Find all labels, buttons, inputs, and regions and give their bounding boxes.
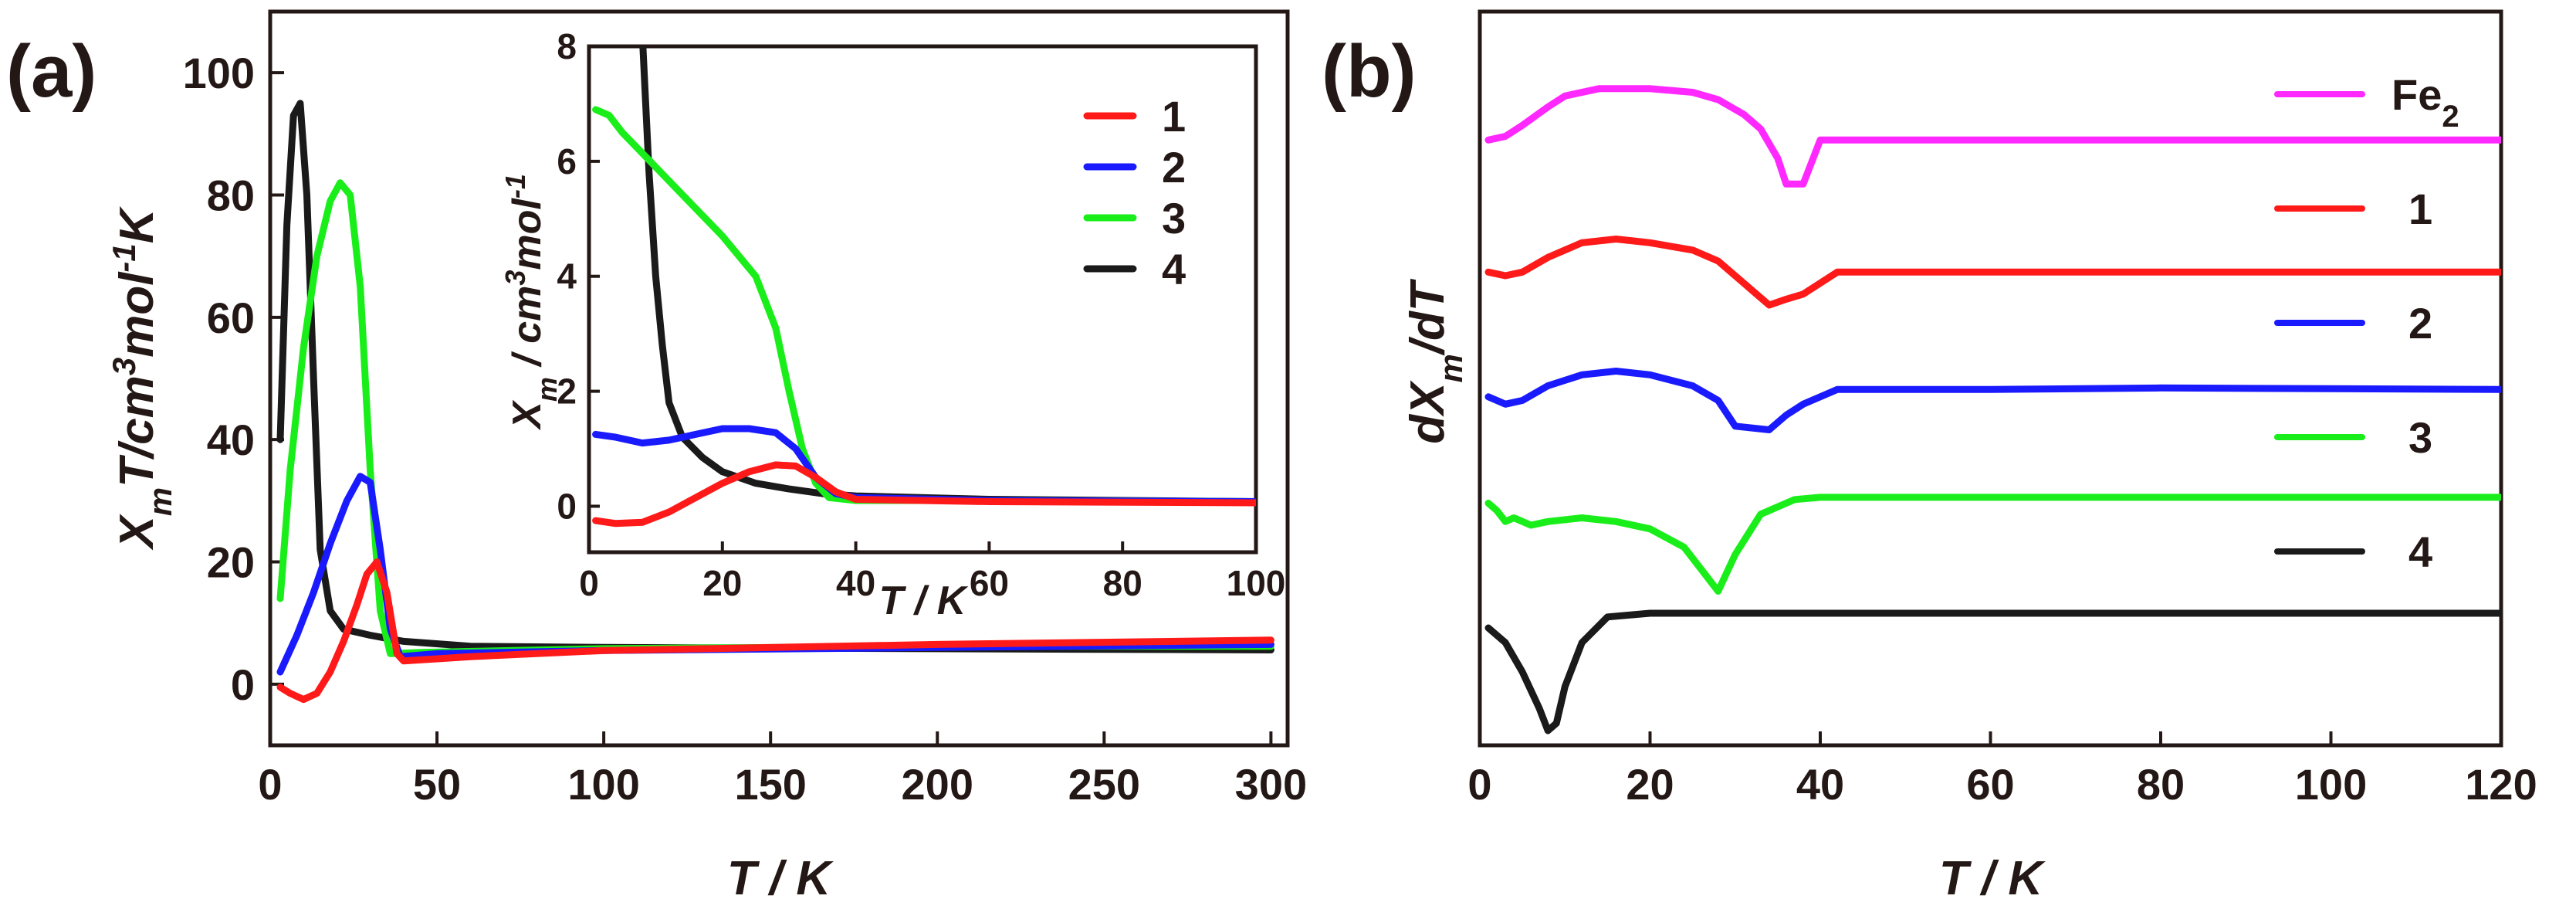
y-tick-label: 80 bbox=[207, 171, 255, 220]
y-tick-label: 60 bbox=[207, 293, 255, 342]
series-line-1 bbox=[1484, 236, 2501, 309]
y-axis-label-a: XmT/cm3mol-1K bbox=[106, 205, 178, 550]
x-tick-label: 20 bbox=[1626, 760, 1674, 809]
chart-a-inset: 0 20 40 60 80 100 0 2 4 6 8 T / K Xm / cm3mol-1 1… bbox=[499, 26, 1286, 623]
x-tick-label: 0 bbox=[258, 760, 282, 809]
plot-frame-a bbox=[268, 9, 1290, 748]
x-tick-label: 80 bbox=[1103, 563, 1142, 603]
legend-label-3: 3 bbox=[2408, 413, 2432, 462]
series-group-b bbox=[1484, 85, 2501, 734]
x-tick-label: 150 bbox=[734, 760, 806, 809]
series-line-3 bbox=[1484, 494, 2501, 595]
x-tick-label: 200 bbox=[902, 760, 973, 809]
y-tick-label: 40 bbox=[207, 416, 255, 464]
x-axis-b: 0 20 40 60 80 100 120 bbox=[1467, 731, 2537, 809]
legend-label-2: 2 bbox=[1162, 143, 1186, 192]
x-tick-label: 80 bbox=[2137, 760, 2185, 809]
x-tick-label: 50 bbox=[413, 760, 461, 809]
panel-label-a: (a) bbox=[6, 30, 96, 113]
series-group-a-inset bbox=[592, 46, 1256, 528]
series-line-2 bbox=[1484, 368, 2501, 433]
y-tick-label: 6 bbox=[557, 141, 577, 182]
x-axis-label-a-inset: T / K bbox=[879, 578, 969, 623]
x-axis-label-a: T / K bbox=[727, 852, 834, 905]
y-tick-label: 100 bbox=[183, 49, 255, 97]
y-axis-a: 0 20 40 60 80 100 bbox=[183, 49, 284, 709]
legend-label-2: 2 bbox=[2408, 299, 2432, 348]
series-group-a bbox=[276, 100, 1274, 704]
x-axis-a-inset: 0 20 40 60 80 100 bbox=[579, 541, 1285, 603]
x-tick-label: 60 bbox=[1966, 760, 2014, 809]
legend-label-Fe2: Fe2 bbox=[2392, 70, 2459, 134]
y-tick-label: 8 bbox=[557, 26, 577, 66]
x-tick-label: 40 bbox=[1796, 760, 1844, 809]
x-tick-label: 20 bbox=[702, 563, 742, 603]
x-tick-label: 40 bbox=[836, 563, 875, 603]
x-tick-label: 300 bbox=[1235, 760, 1307, 809]
x-tick-label: 120 bbox=[2465, 760, 2537, 809]
panel-label-b: (b) bbox=[1322, 30, 1417, 113]
y-tick-label: 4 bbox=[557, 256, 577, 297]
plot-frame-a-inset bbox=[587, 44, 1258, 555]
x-tick-label: 100 bbox=[1227, 563, 1286, 603]
y-tick-label: 0 bbox=[557, 486, 577, 526]
y-axis-label-b: dXm/dT bbox=[1401, 278, 1469, 444]
y-tick-label: 20 bbox=[207, 538, 255, 587]
series-line-Fe2 bbox=[1484, 85, 2501, 188]
plot-frame-b bbox=[1478, 9, 2503, 748]
series-line-1 bbox=[276, 558, 1274, 704]
series-line-4 bbox=[1484, 609, 2501, 734]
legend-label-1: 1 bbox=[1162, 92, 1186, 141]
x-axis-label-b: T / K bbox=[1939, 852, 2046, 905]
y-axis-label-a-inset: Xm / cm3mol-1 bbox=[499, 174, 563, 431]
x-tick-label: 100 bbox=[2295, 760, 2367, 809]
y-tick-label: 0 bbox=[231, 660, 255, 709]
legend-label-1: 1 bbox=[2408, 185, 2432, 233]
x-tick-label: 60 bbox=[970, 563, 1009, 603]
x-tick-label: 250 bbox=[1068, 760, 1140, 809]
x-tick-label: 0 bbox=[579, 563, 599, 603]
y-axis-a-inset: 0 2 4 6 8 bbox=[557, 26, 600, 526]
x-tick-label: 100 bbox=[567, 760, 639, 809]
x-axis-a: 0 50 100 150 200 250 300 bbox=[258, 731, 1307, 809]
x-tick-label: 0 bbox=[1467, 760, 1491, 809]
legend-label-4: 4 bbox=[1162, 245, 1186, 293]
series-line-1 bbox=[592, 461, 1256, 528]
legend-label-4: 4 bbox=[2408, 528, 2432, 576]
y-tick-label: 2 bbox=[557, 371, 577, 412]
legend-b: Fe2 1 2 3 4 bbox=[2274, 70, 2459, 576]
chart-b: 0 20 40 60 80 100 120 T / K dXm/dT Fe2 1 2 3 4 bbox=[1401, 9, 2537, 905]
legend-label-3: 3 bbox=[1162, 194, 1186, 243]
